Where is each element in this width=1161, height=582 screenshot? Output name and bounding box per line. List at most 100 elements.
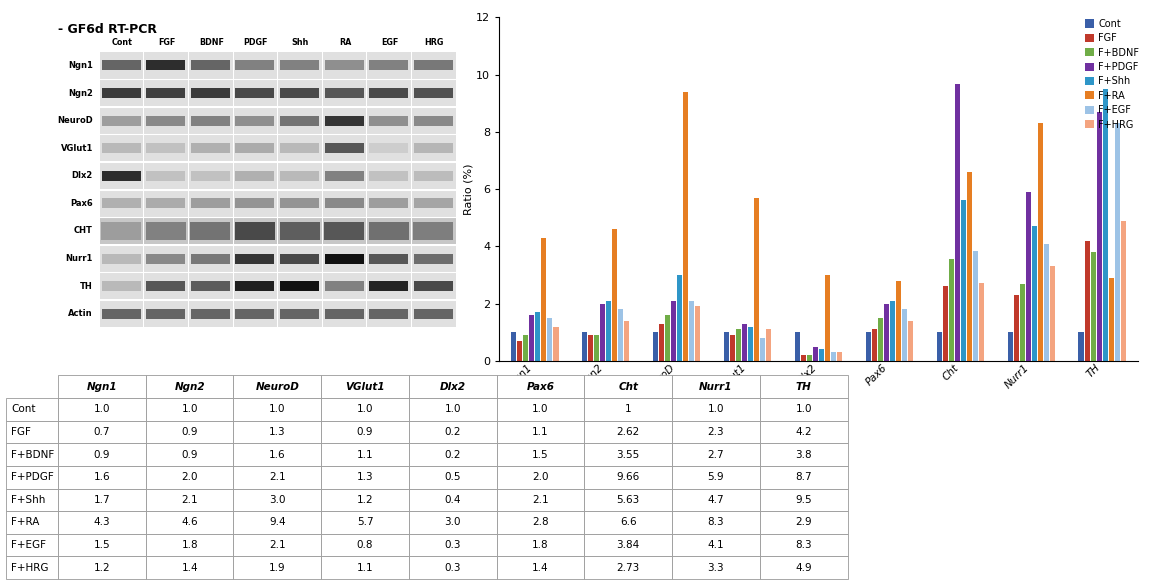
Bar xyxy=(279,80,322,106)
Bar xyxy=(369,198,409,208)
Bar xyxy=(369,309,409,319)
Bar xyxy=(618,310,623,361)
Bar xyxy=(1079,332,1084,361)
Bar xyxy=(367,246,411,272)
Bar xyxy=(323,108,367,134)
Bar xyxy=(369,116,409,126)
Text: TH: TH xyxy=(80,282,93,290)
Bar xyxy=(872,329,877,361)
Bar xyxy=(236,88,274,98)
Bar xyxy=(677,275,683,361)
Bar xyxy=(323,190,367,217)
Bar xyxy=(413,222,453,240)
Bar xyxy=(146,254,186,264)
Bar xyxy=(233,218,277,244)
Bar xyxy=(280,143,319,153)
Bar xyxy=(553,327,558,361)
Bar xyxy=(146,281,186,291)
Bar xyxy=(325,88,363,98)
Bar xyxy=(280,88,319,98)
Bar xyxy=(1019,283,1025,361)
Bar xyxy=(367,135,411,161)
Bar xyxy=(1120,221,1126,361)
Bar xyxy=(233,190,277,217)
Bar xyxy=(101,222,142,240)
Bar xyxy=(144,135,188,161)
Bar xyxy=(144,80,188,106)
Bar xyxy=(279,190,322,217)
Text: RA: RA xyxy=(339,38,352,47)
Bar xyxy=(100,218,144,244)
Legend: Cont, FGF, F+BDNF, F+PDGF, F+Shh, F+RA, F+EGF, F+HRG: Cont, FGF, F+BDNF, F+PDGF, F+Shh, F+RA, … xyxy=(1084,19,1139,130)
Bar xyxy=(688,301,694,361)
Bar xyxy=(190,143,230,153)
Bar xyxy=(102,254,140,264)
Bar xyxy=(807,355,813,361)
Bar xyxy=(323,135,367,161)
Bar xyxy=(1008,332,1012,361)
Bar xyxy=(369,254,409,264)
Bar xyxy=(753,198,759,361)
Bar xyxy=(412,218,455,244)
Bar xyxy=(960,200,966,361)
Bar xyxy=(547,318,553,361)
Bar xyxy=(801,355,806,361)
Bar xyxy=(1025,192,1031,361)
Bar xyxy=(146,88,186,98)
Bar xyxy=(144,273,188,299)
Bar xyxy=(100,52,144,79)
Bar xyxy=(190,198,230,208)
Bar xyxy=(369,88,409,98)
Bar xyxy=(102,116,140,126)
Bar xyxy=(522,335,528,361)
Bar xyxy=(413,116,453,126)
Bar xyxy=(367,52,411,79)
Bar xyxy=(967,172,972,361)
Bar xyxy=(367,190,411,217)
Text: Actin: Actin xyxy=(68,309,93,318)
Bar xyxy=(878,318,884,361)
Text: CHT: CHT xyxy=(74,226,93,236)
Bar xyxy=(144,52,188,79)
Bar xyxy=(413,309,453,319)
Text: HRG: HRG xyxy=(425,38,444,47)
Bar xyxy=(412,301,455,327)
Bar xyxy=(367,80,411,106)
Bar xyxy=(325,143,363,153)
Bar xyxy=(235,222,275,240)
Bar xyxy=(189,52,232,79)
Bar xyxy=(279,273,322,299)
Bar xyxy=(1097,112,1102,361)
Bar xyxy=(323,80,367,106)
Bar xyxy=(594,335,599,361)
Bar xyxy=(541,238,547,361)
Bar xyxy=(600,304,605,361)
Bar xyxy=(189,218,232,244)
Bar xyxy=(612,229,618,361)
Bar xyxy=(146,116,186,126)
Bar xyxy=(943,286,949,361)
Bar xyxy=(325,309,363,319)
Bar xyxy=(658,324,664,361)
Bar xyxy=(723,332,729,361)
Bar xyxy=(413,88,453,98)
Bar xyxy=(236,198,274,208)
Bar xyxy=(323,218,367,244)
Bar xyxy=(412,108,455,134)
Bar xyxy=(323,246,367,272)
Bar xyxy=(1032,226,1037,361)
Bar xyxy=(671,301,677,361)
Bar xyxy=(973,251,979,361)
Bar xyxy=(606,301,612,361)
Bar xyxy=(683,92,688,361)
Bar xyxy=(324,222,365,240)
Bar xyxy=(233,135,277,161)
Bar xyxy=(144,190,188,217)
Bar xyxy=(146,222,186,240)
Bar xyxy=(695,307,700,361)
Bar xyxy=(325,281,363,291)
Bar xyxy=(1109,278,1115,361)
Bar xyxy=(413,143,453,153)
Text: Ngn1: Ngn1 xyxy=(68,61,93,70)
Bar xyxy=(280,61,319,70)
